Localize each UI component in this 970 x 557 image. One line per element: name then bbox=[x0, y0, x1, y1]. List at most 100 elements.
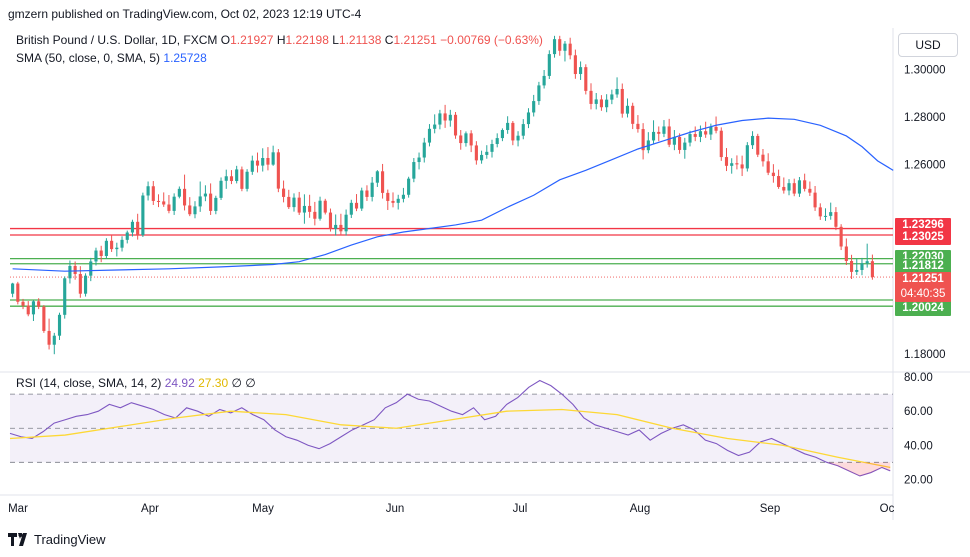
candle bbox=[855, 258, 859, 275]
sma-legend: SMA (50, close, 0, SMA, 5) 1.25728 bbox=[16, 51, 207, 65]
candle-body bbox=[354, 202, 359, 209]
candle-body bbox=[552, 39, 557, 55]
candle bbox=[459, 130, 463, 150]
candle-body bbox=[803, 180, 807, 189]
candle bbox=[745, 142, 749, 172]
candle bbox=[229, 170, 234, 185]
instrument-name[interactable]: British Pound / U.S. Dollar, 1D, FXCM bbox=[16, 33, 218, 47]
candle-body bbox=[709, 126, 713, 135]
candle-body bbox=[198, 196, 202, 207]
tradingview-logo-icon bbox=[8, 532, 30, 549]
candle-body bbox=[521, 124, 525, 136]
candle bbox=[641, 123, 645, 160]
candle bbox=[516, 131, 520, 147]
candle bbox=[104, 238, 108, 259]
candle-body bbox=[678, 136, 682, 150]
candle-body bbox=[156, 200, 161, 202]
close-value: 1.21251 bbox=[393, 33, 437, 47]
candle bbox=[740, 155, 744, 177]
candle-body bbox=[412, 162, 416, 179]
candle-body bbox=[188, 205, 192, 215]
candle-body bbox=[250, 160, 254, 172]
candle-body bbox=[636, 123, 640, 130]
candle-body bbox=[579, 67, 583, 75]
candle bbox=[625, 98, 630, 118]
candle bbox=[849, 254, 854, 280]
candle bbox=[156, 194, 161, 208]
candle bbox=[803, 173, 807, 192]
candle bbox=[16, 281, 20, 305]
rsi-extra-values: ∅ ∅ bbox=[231, 376, 256, 390]
candle-body bbox=[844, 246, 848, 261]
candle bbox=[662, 120, 666, 138]
candle bbox=[506, 116, 510, 134]
candle bbox=[818, 203, 822, 220]
candle bbox=[552, 35, 557, 58]
candle-body bbox=[110, 240, 114, 250]
candle bbox=[558, 35, 562, 56]
candle bbox=[328, 208, 333, 232]
candle-body bbox=[870, 261, 874, 278]
candle bbox=[615, 77, 619, 98]
candle-body bbox=[490, 144, 494, 152]
candle bbox=[110, 235, 114, 252]
candle bbox=[870, 254, 874, 280]
candle-body bbox=[266, 158, 270, 165]
candle-body bbox=[443, 113, 447, 121]
candle-body bbox=[625, 105, 630, 114]
candle bbox=[532, 94, 536, 117]
candle-body bbox=[162, 201, 166, 205]
candle-body bbox=[172, 196, 176, 211]
rsi-ma-line bbox=[9, 408, 891, 469]
time-axis-label: May bbox=[252, 503, 274, 515]
candle-body bbox=[610, 94, 614, 100]
candle-body bbox=[797, 180, 802, 194]
rsi-oversold-fill bbox=[826, 462, 891, 476]
candle-body bbox=[146, 186, 150, 196]
rsi-label[interactable]: RSI (14, close, SMA, 14, 2) bbox=[16, 376, 162, 390]
candle bbox=[724, 148, 729, 172]
candle-body bbox=[724, 157, 729, 166]
candle-body bbox=[120, 239, 124, 248]
candle-body bbox=[766, 161, 770, 173]
candle-body bbox=[240, 169, 244, 189]
sma-label[interactable]: SMA (50, close, 0, SMA, 5) bbox=[16, 51, 161, 65]
time-axis-label: Mar bbox=[8, 503, 28, 515]
candle-body bbox=[235, 169, 239, 182]
candle-body bbox=[47, 330, 51, 345]
candle-body bbox=[37, 301, 41, 307]
candle bbox=[386, 189, 390, 210]
candle-body bbox=[31, 301, 36, 315]
price-tick-label: 1.18000 bbox=[904, 349, 946, 361]
candle-body bbox=[136, 221, 140, 236]
candle bbox=[401, 187, 405, 203]
candle bbox=[719, 127, 723, 161]
candle-body bbox=[261, 158, 265, 166]
footer-brand[interactable]: TradingView bbox=[8, 532, 106, 549]
time-axis-label: Oc bbox=[880, 503, 895, 515]
candle-body bbox=[547, 54, 551, 76]
candle-body bbox=[516, 135, 520, 141]
open-label: O bbox=[220, 33, 231, 47]
candle-body bbox=[255, 160, 260, 166]
candle bbox=[521, 119, 525, 140]
candle bbox=[240, 166, 244, 192]
candle bbox=[589, 83, 593, 110]
candle-body bbox=[167, 204, 171, 211]
candle bbox=[261, 148, 265, 172]
candle-body bbox=[839, 226, 843, 247]
low-label: L bbox=[332, 33, 339, 47]
price-level-badge: 1.23296 bbox=[895, 217, 951, 233]
candle bbox=[297, 191, 301, 215]
rsi-line bbox=[9, 379, 891, 477]
candle-body bbox=[672, 136, 676, 145]
currency-button[interactable]: USD bbox=[898, 33, 958, 57]
candle bbox=[792, 178, 796, 197]
candle bbox=[610, 89, 614, 105]
candle-body bbox=[855, 269, 859, 272]
publisher-line: gmzern published on TradingView.com, Oct… bbox=[8, 7, 362, 21]
candle-body bbox=[381, 171, 385, 193]
candle-body bbox=[16, 283, 20, 302]
candle bbox=[63, 276, 67, 319]
